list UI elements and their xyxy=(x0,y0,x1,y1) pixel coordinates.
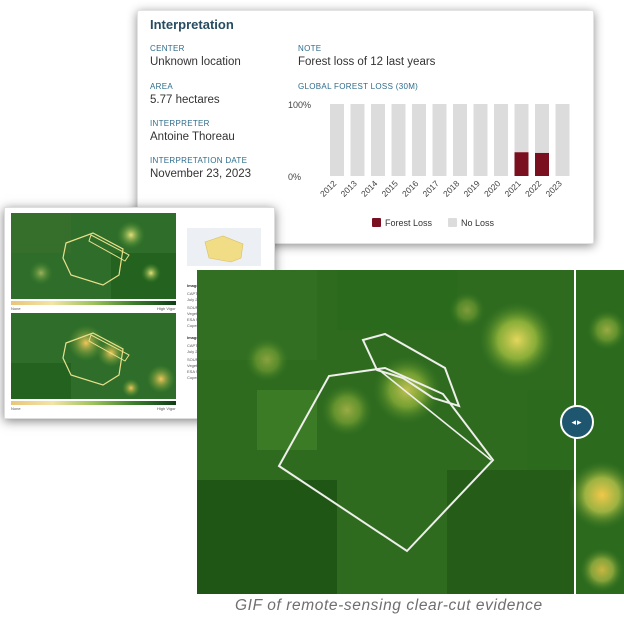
forest-loss-chart: 100% 0% 2012 2013 2014 2015 2016 2017 2018 2019 20… xyxy=(288,96,578,236)
note-label: NOTE xyxy=(298,44,322,53)
x-tick-label: 2015 xyxy=(379,178,400,199)
legend-low-bottom: None xyxy=(11,406,21,411)
x-tick-label: 2014 xyxy=(359,178,380,199)
x-tick-label: 2022 xyxy=(523,178,544,199)
y-tick-label: 100% xyxy=(288,100,311,110)
legend-swatch-no-loss xyxy=(448,218,457,227)
interpreter-label: INTERPRETER xyxy=(150,119,210,128)
vegetation-image-bottom xyxy=(11,313,176,399)
vegetation-image-top xyxy=(11,213,176,299)
date-value: November 23, 2023 xyxy=(150,168,252,180)
compare-slider-handle[interactable]: ◂▸ xyxy=(560,405,594,439)
bottom-source-1: Vegetation xyxy=(187,363,206,368)
x-tick-label: 2020 xyxy=(482,178,503,199)
card-title: Interpretation xyxy=(150,17,234,32)
legend-swatch-forest-loss xyxy=(372,218,381,227)
bar-no-loss-2013 xyxy=(350,104,365,176)
chart-label: GLOBAL FOREST LOSS (30M) xyxy=(298,82,419,91)
bar-no-loss-2014 xyxy=(371,104,385,176)
x-tick-label: 2016 xyxy=(400,178,421,199)
satellite-comparison-view[interactable] xyxy=(197,270,624,594)
x-tick-label: 2023 xyxy=(543,178,564,199)
bar-no-loss-2020 xyxy=(494,104,508,176)
x-tick-label: 2012 xyxy=(318,178,339,199)
legend-label-no-loss: No Loss xyxy=(461,218,495,228)
area-label: AREA xyxy=(150,82,173,91)
bar-no-loss-2023 xyxy=(555,104,570,176)
forest-loss-chart-svg: 100%0%2012 2013 2014 2015 2016 2017 2018 2019 20… xyxy=(288,100,570,228)
bottom-source-label: SOURCE xyxy=(187,357,205,362)
x-tick-label: 2021 xyxy=(502,178,523,199)
interpretation-card: Interpretation CENTER Unknown location A… xyxy=(137,10,594,244)
center-label: CENTER xyxy=(150,44,185,53)
legend-low-top: None xyxy=(11,306,21,311)
y-tick-label: 0% xyxy=(288,172,301,182)
bar-no-loss-2018 xyxy=(453,104,467,176)
center-value: Unknown location xyxy=(150,56,241,68)
bar-no-loss-2017 xyxy=(432,104,447,176)
interpreter-value: Antoine Thoreau xyxy=(150,131,235,143)
x-tick-label: 2018 xyxy=(441,178,462,199)
legend-high-top: High Vigor xyxy=(157,306,176,311)
legend-high-bottom: High Vigor xyxy=(157,406,176,411)
vegetation-legend-top xyxy=(11,301,176,305)
x-tick-label: 2017 xyxy=(420,178,441,199)
area-value: 5.77 hectares xyxy=(150,94,220,106)
bar-no-loss-2021 xyxy=(514,104,529,153)
bar-no-loss-2015 xyxy=(391,104,406,176)
thumbnail-preview xyxy=(187,228,261,266)
bar-no-loss-2016 xyxy=(412,104,426,176)
top-source-label: SOURCE xyxy=(187,305,205,310)
vegetation-legend-bottom xyxy=(11,401,176,405)
date-label: INTERPRETATION DATE xyxy=(150,156,248,165)
bar-no-loss-2022 xyxy=(535,104,549,153)
top-source-1: Vegetation xyxy=(187,311,206,316)
bar-no-loss-2019 xyxy=(473,104,488,176)
satellite-image xyxy=(197,270,624,594)
legend-label-forest-loss: Forest Loss xyxy=(385,218,433,228)
bar-forest-loss-2022 xyxy=(535,152,549,176)
bar-forest-loss-2021 xyxy=(514,152,529,176)
note-value: Forest loss of 12 last years xyxy=(298,56,436,68)
bar-no-loss-2012 xyxy=(330,104,344,176)
x-tick-label: 2019 xyxy=(461,178,482,199)
caption: GIF of remote-sensing clear-cut evidence xyxy=(235,597,543,614)
x-tick-label: 2013 xyxy=(338,178,359,199)
